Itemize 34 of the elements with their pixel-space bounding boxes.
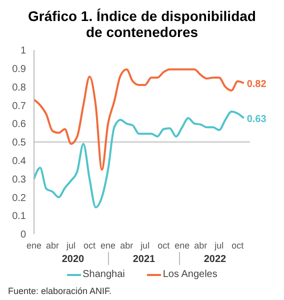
x-tick-label: abr	[120, 240, 134, 250]
x-tick-label: abr	[194, 240, 208, 250]
source-note: Fuente: elaboración ANIF.	[8, 286, 113, 296]
data-label: 0.82	[246, 79, 267, 90]
legend-label: Shanghai	[82, 269, 125, 280]
y-tick-label: 0.9	[12, 64, 26, 75]
y-tick-label: 0.6	[12, 119, 26, 130]
x-tick-label: jul	[140, 240, 150, 250]
x-tick-label: oct	[84, 240, 96, 250]
y-tick-label: 0.5	[12, 138, 26, 149]
y-tick-label: 1	[20, 46, 26, 57]
chart-title: Gráfico 1. Índice de disponibilidad de contenedores	[27, 8, 257, 40]
y-tick-label: 0.1	[12, 211, 26, 222]
text: 2022	[179, 252, 250, 265]
line-series	[33, 68, 245, 171]
line-series	[33, 110, 245, 208]
x-tick-label: jul	[66, 240, 76, 250]
y-tick-label: 0.3	[12, 174, 26, 186]
legend-label: Los Angeles	[162, 269, 218, 280]
y-tick-label: 0.4	[12, 156, 26, 167]
y-tick-label: 0	[20, 230, 26, 241]
x-tick-label: ene	[26, 240, 42, 250]
x-tick-label: ene	[100, 240, 116, 250]
y-tick-label: 0.7	[12, 100, 26, 112]
y-tick-label: 0.2	[12, 192, 26, 204]
text: 2020	[60, 253, 86, 265]
text: 2021	[108, 252, 179, 265]
x-tick-label: jul	[214, 240, 224, 250]
y-tick-label: 0.8	[12, 82, 26, 94]
data-label: 0.63	[246, 114, 267, 126]
x-tick-label: oct	[232, 240, 244, 250]
x-tick-label: ene	[174, 240, 190, 250]
x-tick-label: oct	[158, 240, 170, 250]
x-tick-label: abr	[46, 240, 60, 250]
